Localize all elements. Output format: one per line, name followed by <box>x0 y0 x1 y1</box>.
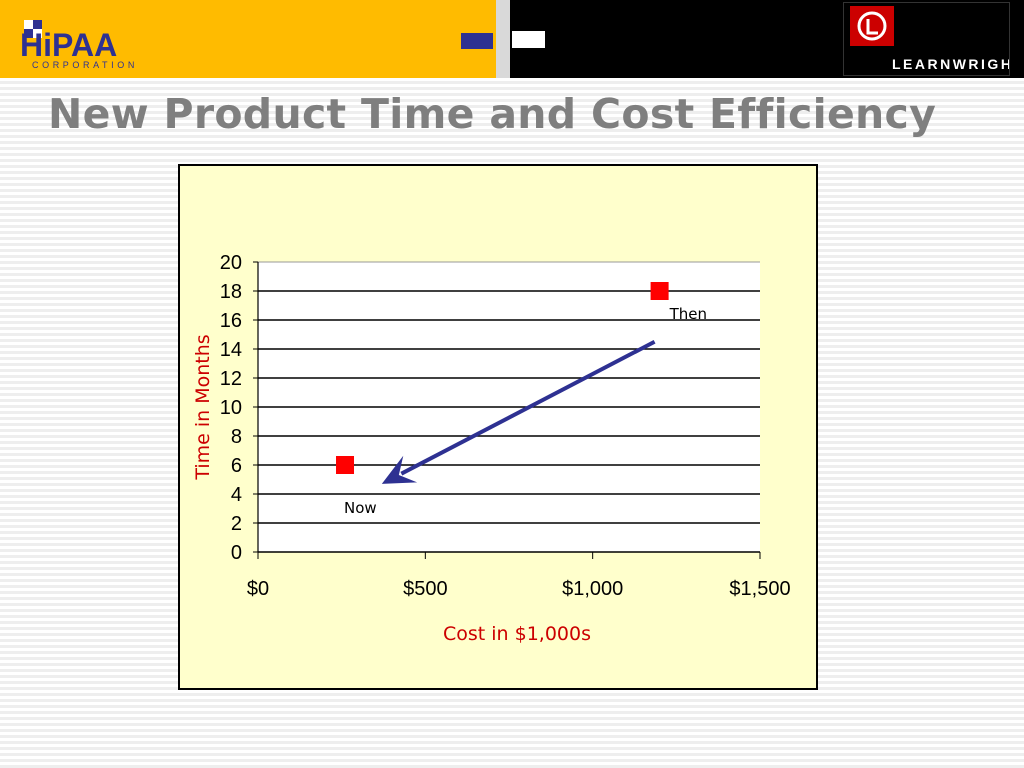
slide-title: New Product Time and Cost Efficiency <box>48 90 937 138</box>
trend-arrow-shaft <box>400 339 656 476</box>
hipaa-logo: HiPAA CORPORATION <box>20 20 138 70</box>
y-tick-label: 2 <box>231 513 242 535</box>
y-tick-label: 18 <box>220 281 242 303</box>
data-point-label: Now <box>344 499 377 517</box>
x-tick-label: $1,000 <box>562 578 623 600</box>
banner-yellow-band <box>0 0 496 78</box>
banner-gray-divider <box>496 0 510 78</box>
x-tick-label: $1,500 <box>729 578 790 600</box>
banner-blue-accent <box>461 33 493 49</box>
chart-frame: 0 2 4 6 8 10 12 14 16 18 20 $0 $500 $1,000 $1,500 Cost … <box>178 164 818 690</box>
scatter-chart: 0 2 4 6 8 10 12 14 16 18 20 $0 $500 $1,000 $1,500 Cost … <box>192 252 791 645</box>
learnwright-logo: LEARNWRIGHT <box>843 2 1010 76</box>
data-point <box>650 282 669 300</box>
y-tick-label: 4 <box>231 484 242 506</box>
banner-white-accent <box>512 31 545 48</box>
y-tick-label: 10 <box>220 397 242 419</box>
y-axis-title: Time in Months <box>192 334 214 480</box>
data-point-label: Then <box>669 305 707 323</box>
x-axis-title: Cost in $1,000s <box>443 623 591 645</box>
y-tick-label: 20 <box>220 252 242 274</box>
y-tick-label: 16 <box>220 310 242 332</box>
hipaa-logo-square-icon <box>24 20 33 29</box>
y-tick-label: 12 <box>220 368 242 390</box>
x-tick-label: $500 <box>403 578 448 600</box>
y-tick-label: 8 <box>231 426 242 448</box>
data-point <box>336 456 355 474</box>
hipaa-tagline: CORPORATION <box>32 60 138 70</box>
x-tick-label: $0 <box>247 578 269 600</box>
hipaa-wordmark: HiPAA <box>20 27 117 63</box>
trend-arrow-head <box>381 455 418 484</box>
y-tick-label: 0 <box>231 542 242 564</box>
y-tick-label: 14 <box>220 339 242 361</box>
y-tick-label: 6 <box>231 455 242 477</box>
header-banner: HiPAA CORPORATION LEARNWRIGHT <box>0 0 1024 78</box>
learnwright-wordmark: LEARNWRIGHT <box>892 56 1010 72</box>
